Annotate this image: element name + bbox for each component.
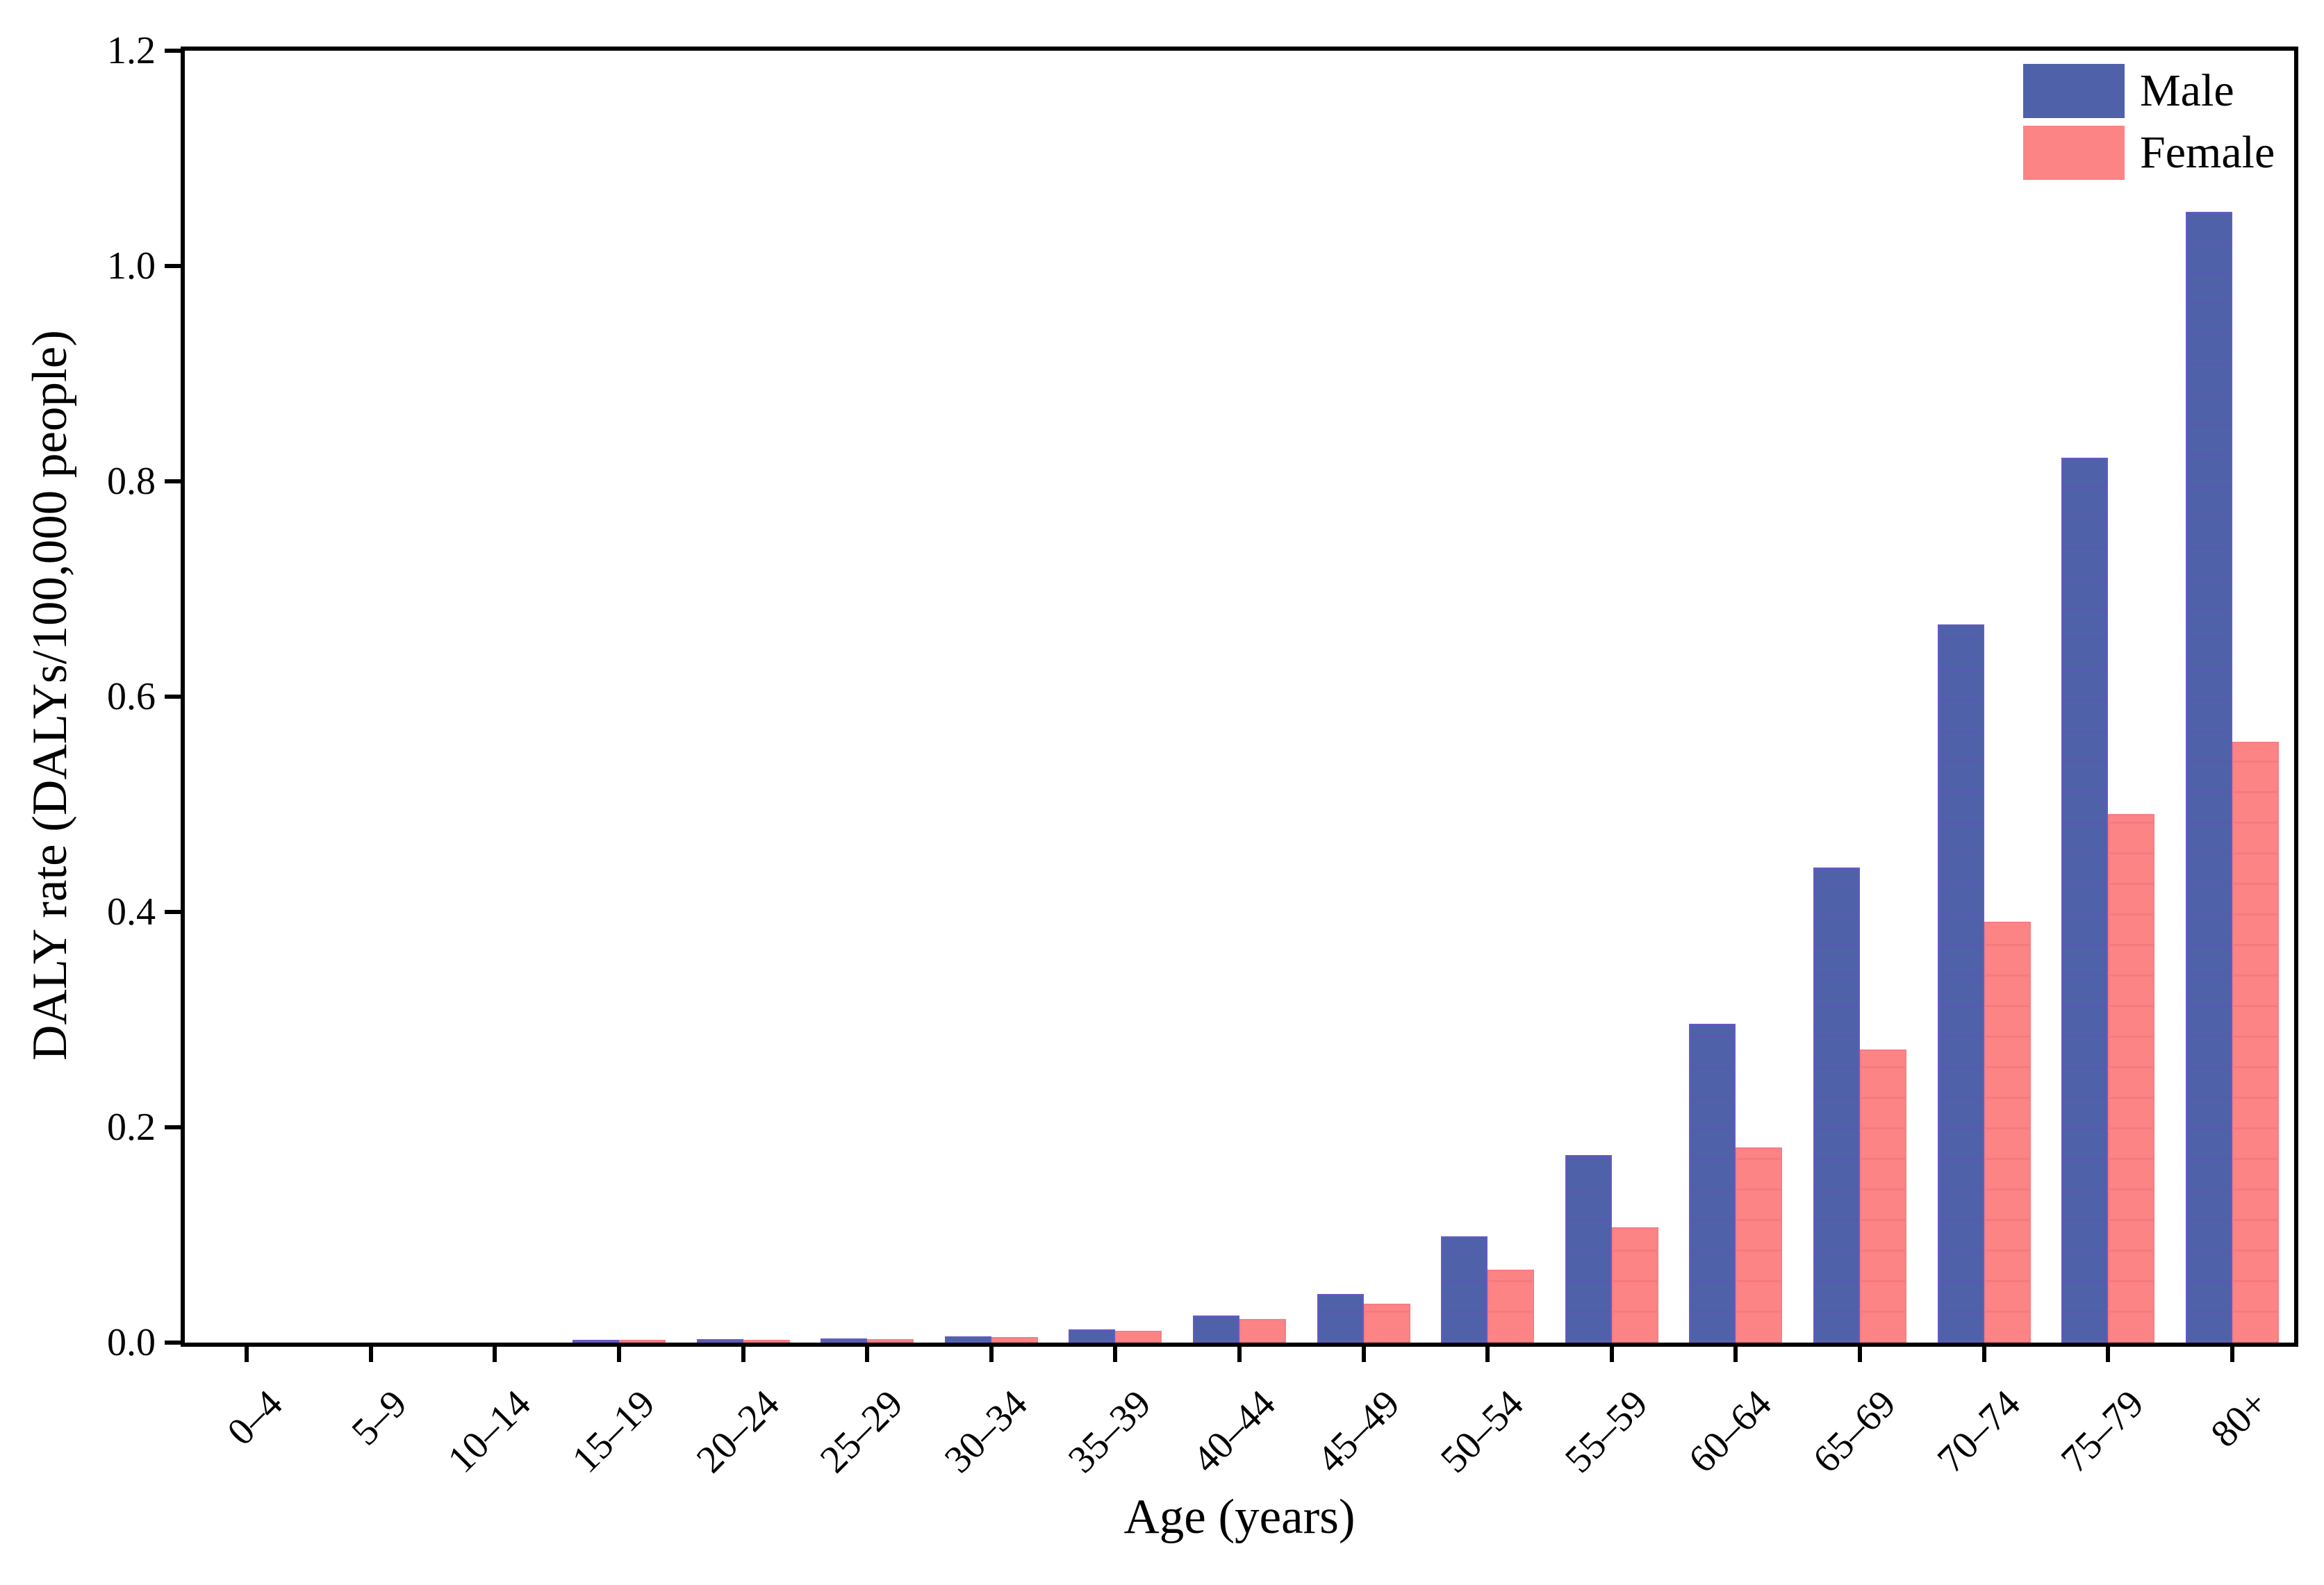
y-tick-label: 0.0 <box>107 1321 156 1364</box>
x-tick <box>1485 1345 1490 1362</box>
bar-male-75–79 <box>2061 458 2108 1343</box>
x-tick-label: 30–34 <box>936 1381 1036 1482</box>
bar-female-35–39 <box>1115 1331 1162 1343</box>
bar-female-70–74 <box>1984 922 2031 1343</box>
bar-male-60–64 <box>1689 1024 1736 1343</box>
legend: Male Female <box>2023 64 2275 180</box>
y-tick <box>165 1125 183 1129</box>
bar-male-35–39 <box>1069 1329 1115 1343</box>
y-tick-label: 1.0 <box>107 244 156 288</box>
x-tick <box>1857 1345 1862 1362</box>
bar-male-55–59 <box>1565 1155 1612 1343</box>
bar-female-75–79 <box>2108 814 2154 1343</box>
bar-female-50–54 <box>1487 1270 1534 1343</box>
y-tick-label: 1.2 <box>107 29 156 72</box>
x-tick-label: 70–74 <box>1929 1381 2029 1482</box>
x-tick <box>245 1345 249 1362</box>
x-tick-label: 35–39 <box>1060 1381 1160 1482</box>
x-tick-label: 25–29 <box>812 1381 912 1482</box>
bar-male-50–54 <box>1441 1236 1487 1343</box>
x-tick-label: 10–14 <box>440 1381 540 1482</box>
bar-male-80+ <box>2186 212 2232 1343</box>
x-tick <box>741 1345 745 1362</box>
legend-item-female: Female <box>2023 126 2275 180</box>
x-tick-label: 50–54 <box>1433 1381 1532 1482</box>
legend-swatch-male-icon <box>2023 64 2125 118</box>
bar-male-25–29 <box>821 1338 867 1343</box>
y-tick <box>165 1341 183 1345</box>
y-tick <box>165 264 183 268</box>
x-tick <box>2106 1345 2111 1362</box>
legend-label-male: Male <box>2140 65 2234 116</box>
x-tick <box>1733 1345 1738 1362</box>
x-tick-label: 45–49 <box>1308 1381 1408 1482</box>
y-tick-label: 0.2 <box>107 1106 156 1149</box>
x-tick <box>1609 1345 1614 1362</box>
y-tick-label: 0.6 <box>107 675 156 718</box>
x-tick-label: 55–59 <box>1556 1381 1656 1482</box>
x-tick <box>368 1345 373 1362</box>
y-tick <box>165 910 183 914</box>
x-tick-label: 20–24 <box>688 1381 788 1482</box>
y-tick-label: 0.8 <box>107 460 156 503</box>
bar-female-30–34 <box>991 1337 1038 1343</box>
bar-male-30–34 <box>945 1336 991 1343</box>
x-tick <box>865 1345 870 1362</box>
bar-female-40–44 <box>1239 1319 1286 1343</box>
x-tick-label: 40–44 <box>1184 1381 1284 1482</box>
y-axis-title: DALY rate (DALYs/100,000 people) <box>23 330 77 1061</box>
bar-male-40–44 <box>1193 1316 1239 1343</box>
bar-male-15–19 <box>572 1340 619 1343</box>
y-tick <box>165 49 183 53</box>
bar-female-20–24 <box>743 1340 790 1343</box>
bar-male-70–74 <box>1938 624 1984 1343</box>
bar-female-15–19 <box>619 1340 666 1343</box>
bar-female-25–29 <box>867 1339 914 1343</box>
bar-female-60–64 <box>1736 1147 1782 1343</box>
bar-female-80+ <box>2232 742 2279 1343</box>
x-tick-label: 60–64 <box>1681 1381 1781 1482</box>
x-tick-label: 65–69 <box>1804 1381 1904 1482</box>
x-tick-label: 0–4 <box>219 1381 292 1454</box>
bar-female-65–69 <box>1860 1049 1906 1343</box>
bar-male-45–49 <box>1317 1294 1364 1343</box>
x-tick <box>2230 1345 2234 1362</box>
x-tick <box>493 1345 497 1362</box>
bar-female-55–59 <box>1612 1227 1658 1343</box>
legend-swatch-female-icon <box>2023 126 2125 180</box>
bar-female-45–49 <box>1364 1304 1410 1343</box>
x-tick-label: 80+ <box>2202 1381 2277 1456</box>
x-tick-label: 75–79 <box>2052 1381 2152 1482</box>
x-tick-label: 15–19 <box>563 1381 664 1482</box>
x-tick <box>1981 1345 1986 1362</box>
x-tick-label: 5–9 <box>343 1381 415 1454</box>
plot-area <box>185 51 2294 1343</box>
x-tick <box>989 1345 994 1362</box>
y-tick <box>165 479 183 483</box>
y-tick-label: 0.4 <box>107 890 156 933</box>
bar-male-65–69 <box>1813 868 1860 1343</box>
x-tick <box>617 1345 622 1362</box>
x-tick <box>1237 1345 1242 1362</box>
x-tick <box>1361 1345 1366 1362</box>
x-tick <box>1113 1345 1118 1362</box>
y-tick <box>165 695 183 699</box>
legend-item-male: Male <box>2023 64 2275 118</box>
bar-male-20–24 <box>697 1339 743 1343</box>
x-axis-title: Age (years) <box>1123 1490 1355 1544</box>
legend-label-female: Female <box>2140 127 2275 178</box>
